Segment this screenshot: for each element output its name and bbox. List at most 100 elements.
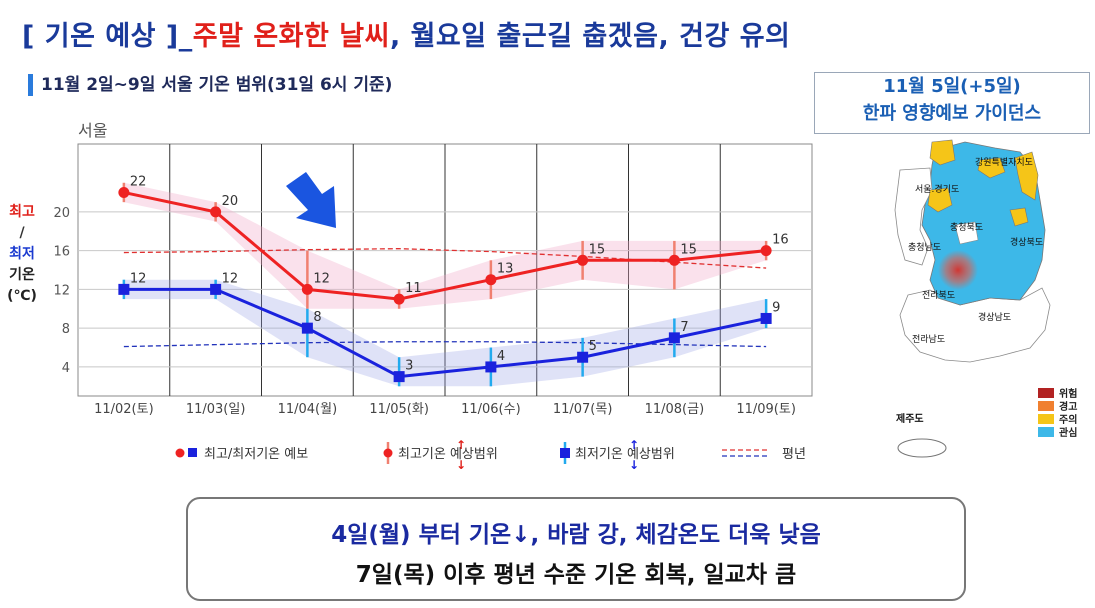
max-temp-value-label: 11 bbox=[405, 281, 422, 296]
normal-max-line bbox=[123, 248, 767, 269]
min-temp-value-label: 4 bbox=[497, 349, 505, 364]
legend-swatch-warning bbox=[1038, 400, 1054, 411]
min-temp-point bbox=[760, 312, 772, 324]
map-legend-item: 경고 bbox=[1038, 399, 1077, 413]
min-temp-point bbox=[485, 361, 497, 373]
map-label-jeonbuk: 전라북도 bbox=[922, 290, 955, 301]
min-temp-point bbox=[118, 283, 130, 295]
x-tick-label: 11/09(토) bbox=[736, 402, 796, 417]
y-axis-label: 최고 bbox=[9, 204, 35, 220]
korea-cold-wave-map: 강원특별자치도 서울.경기도 충청북도 충청남도 경상북도 전라북도 경상남도 … bbox=[894, 139, 1051, 458]
x-tick-label: 11/02(토) bbox=[94, 402, 154, 417]
legend-label-normal: 평년 bbox=[782, 447, 806, 462]
legend-down-arrow-icon: ↓ bbox=[629, 458, 639, 472]
x-tick-label: 11/04(월) bbox=[278, 402, 338, 417]
max-range-band bbox=[123, 182, 767, 309]
map-legend-item: 관심 bbox=[1038, 425, 1077, 439]
min-temp-point bbox=[668, 332, 680, 344]
map-legend: 위험 경고 주의 관심 bbox=[1038, 386, 1077, 439]
max-temp-point bbox=[301, 283, 313, 295]
max-temp-value-label: 15 bbox=[680, 242, 697, 257]
x-tick-label: 11/05(화) bbox=[369, 402, 429, 417]
max-temp-value-label: 20 bbox=[222, 194, 239, 209]
legend-swatch-attention bbox=[1038, 426, 1054, 437]
min-temp-point bbox=[577, 351, 589, 363]
legend-swatch-danger bbox=[1038, 387, 1054, 398]
max-temp-point bbox=[485, 274, 497, 286]
map-label-gyeonggi: 서울.경기도 bbox=[915, 183, 959, 195]
map-label-jeju: 제주도 bbox=[896, 412, 924, 425]
legend-marker-min-square bbox=[560, 448, 570, 458]
map-label-gyeongbuk: 경상북도 bbox=[1010, 236, 1043, 248]
chart-title: 서울 bbox=[78, 121, 107, 140]
normal-min-line bbox=[123, 341, 767, 348]
min-temp-line bbox=[123, 287, 767, 379]
legend-down-arrow-icon: ↓ bbox=[456, 458, 466, 472]
max-temp-value-label: 13 bbox=[497, 262, 514, 277]
max-temp-point bbox=[760, 245, 772, 257]
headline: [ 기온 예상 ]_주말 온화한 날씨, 월요일 출근길 춥겠음, 건강 유의 bbox=[22, 14, 790, 53]
legend-label-forecast: 최고/최저기온 예보 bbox=[204, 447, 308, 462]
legend-up-arrow-icon: ↑ bbox=[629, 438, 639, 452]
legend-label-min-range: 최저기온 예상범위 bbox=[575, 447, 675, 462]
y-tick-label: 20 bbox=[53, 206, 70, 221]
max-temp-value-label: 22 bbox=[130, 174, 147, 189]
legend-swatch-caution bbox=[1038, 413, 1054, 424]
map-warning-hotspot bbox=[938, 250, 978, 290]
x-tick-label: 11/06(수) bbox=[461, 402, 521, 417]
x-tick-label: 11/08(금) bbox=[645, 402, 705, 417]
y-tick-label: 4 bbox=[62, 361, 70, 376]
y-axis-label: 기온 bbox=[9, 267, 35, 283]
map-label-chungbuk: 충청북도 bbox=[950, 222, 983, 233]
min-temp-value-label: 5 bbox=[589, 339, 597, 354]
max-temp-value-label: 16 bbox=[772, 233, 789, 248]
guidance-title: 한파 영향예보 가이던스 bbox=[862, 103, 1042, 124]
summary-box: 4일(월) 부터 기온↓, 바람 강, 체감온도 더욱 낮음 7일(목) 이후 … bbox=[186, 497, 966, 601]
cold-wave-guidance-box: 11월 5일(+5일) 한파 영향예보 가이던스 bbox=[814, 72, 1090, 134]
headline-highlight: 주말 온화한 날씨 bbox=[192, 21, 390, 52]
headline-rest: , 월요일 출근길 춥겠음, 건강 유의 bbox=[389, 21, 791, 52]
max-temp-point bbox=[118, 186, 130, 198]
legend-marker-max-dot bbox=[383, 448, 393, 458]
summary-line-1: 4일(월) 부터 기온↓, 바람 강, 체감온도 더욱 낮음 bbox=[331, 522, 821, 548]
y-axis-label: 최저 bbox=[9, 246, 35, 262]
min-range-band bbox=[123, 279, 767, 387]
min-temp-point bbox=[393, 371, 405, 383]
x-tick-label: 11/07(목) bbox=[553, 402, 613, 417]
min-temp-value-label: 9 bbox=[772, 300, 780, 315]
map-jeju-island bbox=[897, 438, 947, 458]
y-tick-label: 12 bbox=[53, 283, 70, 298]
chart-subheading: 11월 2일~9일 서울 기온 범위(31일 6시 기준) bbox=[28, 74, 392, 96]
legend-label-max-range: 최고기온 예상범위 bbox=[398, 447, 498, 462]
min-temp-value-label: 12 bbox=[130, 271, 147, 286]
headline-tag: [ 기온 예상 ]_ bbox=[22, 21, 193, 52]
y-axis-label: (℃) bbox=[7, 288, 37, 304]
map-label-gyeongnam: 경상남도 bbox=[978, 311, 1011, 323]
legend-marker-min-point bbox=[188, 448, 197, 457]
max-temp-point bbox=[393, 293, 405, 305]
map-label-chungnam: 충청남도 bbox=[908, 242, 941, 253]
map-legend-item: 주의 bbox=[1038, 412, 1077, 426]
map-label-jeonnam: 전라남도 bbox=[912, 334, 945, 345]
guidance-date: 11월 5일(+5일) bbox=[883, 76, 1021, 97]
y-axis-label: / bbox=[19, 225, 25, 241]
min-temp-value-label: 12 bbox=[222, 271, 239, 286]
max-temp-line bbox=[123, 190, 767, 301]
max-temp-point bbox=[668, 254, 680, 266]
y-tick-label: 8 bbox=[62, 322, 70, 337]
legend-up-arrow-icon: ↑ bbox=[456, 438, 466, 452]
min-temp-value-label: 3 bbox=[405, 359, 413, 374]
max-temp-value-label: 15 bbox=[589, 242, 606, 257]
map-label-gangwon: 강원특별자치도 bbox=[975, 156, 1033, 168]
max-temp-value-label: 12 bbox=[313, 271, 330, 286]
max-temp-point bbox=[577, 254, 589, 266]
y-tick-label: 16 bbox=[53, 245, 70, 260]
max-temp-point bbox=[210, 206, 222, 218]
min-temp-value-label: 8 bbox=[313, 310, 321, 325]
map-caution-patch bbox=[929, 139, 956, 166]
annotation-arrow bbox=[286, 172, 336, 228]
x-tick-label: 11/03(일) bbox=[186, 402, 246, 417]
min-temp-point bbox=[210, 283, 222, 295]
min-temp-value-label: 7 bbox=[680, 320, 688, 335]
